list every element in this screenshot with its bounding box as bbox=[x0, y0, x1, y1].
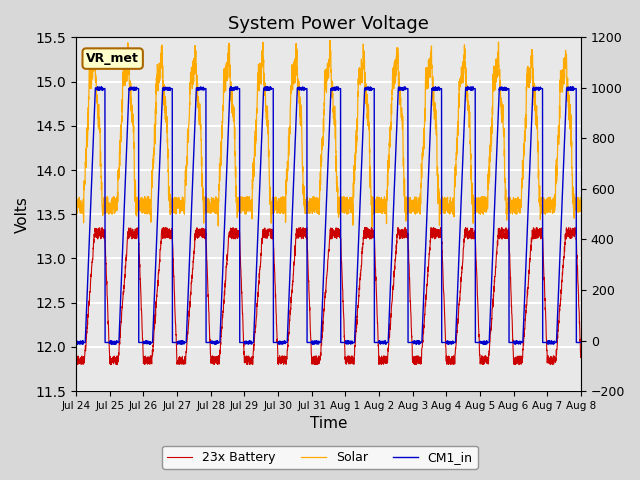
CM1_in bbox=[577, 339, 585, 345]
23x Battery bbox=[160, 229, 168, 235]
CM1_in bbox=[288, 226, 296, 231]
Solar bbox=[130, 123, 138, 129]
Solar bbox=[577, 195, 585, 201]
CM1_in bbox=[72, 339, 80, 345]
23x Battery bbox=[568, 233, 575, 239]
23x Battery bbox=[511, 362, 518, 368]
Solar bbox=[568, 132, 575, 138]
Line: Solar: Solar bbox=[76, 40, 581, 227]
X-axis label: Time: Time bbox=[310, 417, 348, 432]
CM1_in bbox=[308, 341, 316, 347]
23x Battery bbox=[130, 234, 138, 240]
Y-axis label: Volts: Volts bbox=[15, 196, 30, 233]
23x Battery bbox=[513, 359, 521, 365]
CM1_in bbox=[568, 87, 575, 93]
Solar bbox=[369, 224, 376, 230]
Line: 23x Battery: 23x Battery bbox=[76, 228, 581, 365]
23x Battery bbox=[162, 225, 170, 230]
23x Battery bbox=[577, 354, 585, 360]
CM1_in bbox=[227, 84, 234, 90]
CM1_in bbox=[266, 87, 274, 93]
23x Battery bbox=[288, 288, 296, 294]
Solar bbox=[326, 37, 334, 43]
Solar bbox=[160, 99, 168, 105]
23x Battery bbox=[266, 227, 274, 232]
Solar bbox=[288, 84, 296, 89]
CM1_in bbox=[130, 86, 138, 92]
CM1_in bbox=[160, 86, 168, 92]
Legend: 23x Battery, Solar, CM1_in: 23x Battery, Solar, CM1_in bbox=[163, 446, 477, 469]
Solar bbox=[266, 198, 273, 204]
Line: CM1_in: CM1_in bbox=[76, 87, 581, 344]
Solar bbox=[513, 197, 521, 203]
Solar bbox=[72, 210, 80, 216]
Title: System Power Voltage: System Power Voltage bbox=[228, 15, 429, 33]
Text: VR_met: VR_met bbox=[86, 52, 139, 65]
23x Battery bbox=[72, 359, 80, 364]
CM1_in bbox=[513, 339, 521, 345]
